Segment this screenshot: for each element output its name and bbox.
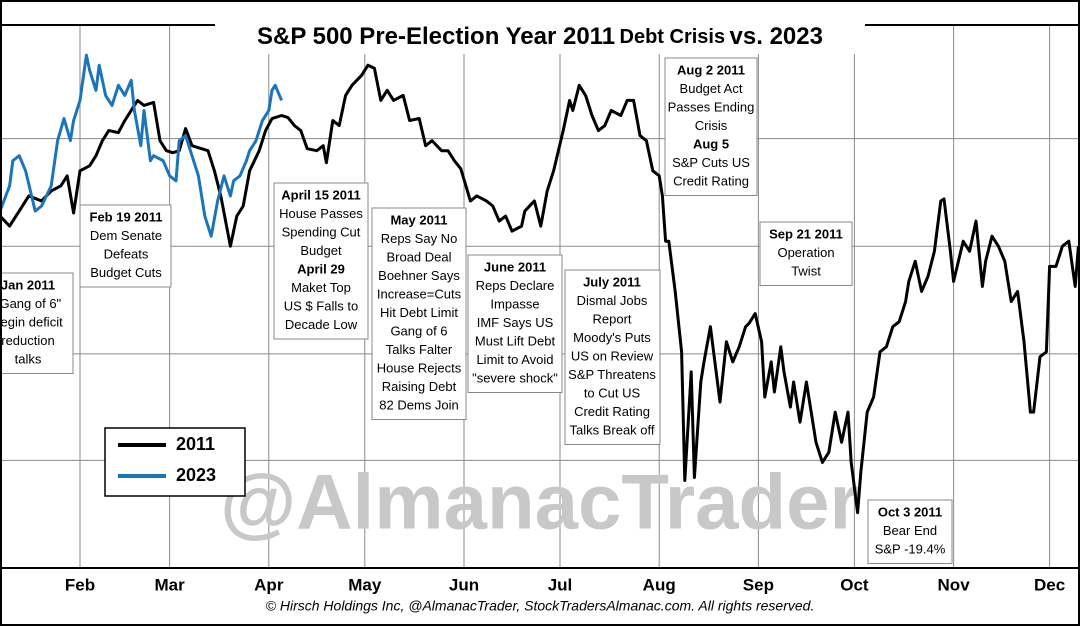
annotation-box bbox=[79, 204, 172, 288]
annotation-text: S&P -19.4% bbox=[875, 541, 946, 556]
annotation-text: Oct 3 2011 bbox=[878, 504, 942, 519]
annotation-text: May 2011 bbox=[390, 212, 447, 227]
annotation-text: Credit Rating bbox=[673, 173, 749, 188]
annotation-box bbox=[0, 272, 74, 374]
annotation-text: Dem Senate bbox=[90, 228, 162, 243]
annotation-text: Crisis bbox=[695, 118, 728, 133]
annotation-text: Limit to Avoid bbox=[476, 352, 553, 367]
title-part: vs. 2023 bbox=[730, 23, 823, 50]
annotation-text: talks bbox=[15, 351, 42, 366]
annotation-text: "severe shock" bbox=[472, 370, 558, 385]
annotation-text: Talks Falter bbox=[386, 342, 453, 357]
x-tick-label: Mar bbox=[154, 575, 185, 594]
annotation-text: Maket Top bbox=[291, 280, 351, 295]
legend-box bbox=[104, 427, 246, 497]
annotation-text: Impasse bbox=[490, 296, 539, 311]
annotation-text: Operation bbox=[777, 245, 834, 260]
annotation-text: April 29 bbox=[297, 261, 345, 276]
annotation-text: S&P Cuts US bbox=[672, 155, 750, 170]
x-tick-label: Aug bbox=[643, 575, 676, 594]
annotation-text: July 2011 bbox=[583, 274, 641, 289]
annotation-text: June 2011 bbox=[484, 259, 546, 274]
annotation-text: to Cut US bbox=[584, 385, 641, 400]
annotation-text: Twist bbox=[791, 263, 821, 278]
x-tick-label: Sep bbox=[743, 575, 774, 594]
x-tick-label: Dec bbox=[1034, 575, 1065, 594]
x-tick-label: May bbox=[348, 575, 382, 594]
annotation-text: Increase=Cuts bbox=[377, 286, 462, 301]
footer: © Hirsch Holdings Inc, @AlmanacTrader, S… bbox=[266, 598, 815, 614]
annotation-text: Defeats bbox=[104, 246, 149, 261]
annotation-text: Aug 5 bbox=[693, 136, 729, 151]
annotation-text: Passes Ending bbox=[668, 99, 755, 114]
annotation-text: Boehner Says bbox=[378, 268, 460, 283]
annotation-text: US $ Falls to bbox=[284, 298, 358, 313]
x-tick-label: Jul bbox=[548, 575, 573, 594]
x-tick-label: Oct bbox=[840, 575, 869, 594]
annotation-text: Dismal Jobs bbox=[577, 293, 648, 308]
annotation-box bbox=[664, 57, 758, 196]
annotation-text: Broad Deal bbox=[386, 249, 451, 264]
annotation-text: Raising Debt bbox=[382, 379, 457, 394]
annotation-text: Decade Low bbox=[285, 317, 358, 332]
annotation-box bbox=[867, 499, 953, 564]
annotation-box bbox=[759, 221, 853, 286]
annotation-text: House Passes bbox=[279, 206, 363, 221]
annotation-text: 82 Dems Join bbox=[379, 397, 458, 412]
annotation-text: Budget Act bbox=[680, 81, 743, 96]
x-tick-label: Jun bbox=[449, 575, 479, 594]
annotation-text: Bear End bbox=[883, 523, 937, 538]
annotation-box bbox=[273, 182, 369, 340]
annotation-text: Feb 19 2011 bbox=[90, 209, 163, 224]
legend: 2011 2023 bbox=[104, 427, 246, 497]
annotation-text: Must Lift Debt bbox=[475, 333, 556, 348]
annotation-text: reduction bbox=[1, 333, 54, 348]
annotation-text: US on Review bbox=[571, 348, 654, 363]
annotations: Jan 2011 "Gang of 6" begin deficit reductio… bbox=[0, 57, 953, 564]
annotation-text: S&P Threatens bbox=[568, 367, 656, 382]
annotation-text: IMF Says US bbox=[477, 315, 554, 330]
annotation-text: Budget Cuts bbox=[90, 265, 162, 280]
title-part: S&P 500 Pre-Election Year 2011 bbox=[257, 23, 615, 50]
annotation-text: April 15 2011 bbox=[281, 187, 361, 202]
annotation-text: Budget bbox=[300, 243, 342, 258]
line-series bbox=[0, 63, 1080, 515]
annotation-box bbox=[564, 269, 661, 445]
chart-title: S&P 500 Pre-Election Year 2011 Debt Cris… bbox=[257, 23, 823, 50]
annotation-text: Talks Break off bbox=[569, 422, 654, 437]
annotation-text: begin deficit bbox=[0, 314, 63, 329]
annotation-text: House Rejects bbox=[377, 360, 462, 375]
legend-label: 2023 bbox=[176, 465, 216, 485]
legend-label: 2011 bbox=[176, 434, 215, 454]
line-series bbox=[0, 53, 283, 238]
x-tick-label: Apr bbox=[254, 575, 284, 594]
plot bbox=[0, 53, 1080, 515]
annotation-text: Spending Cut bbox=[282, 224, 361, 239]
annotation-text: Jan 2011 bbox=[1, 277, 55, 292]
title-background bbox=[215, 22, 865, 54]
annotation-text: Report bbox=[592, 311, 631, 326]
annotation-text: "Gang of 6" bbox=[0, 296, 62, 311]
annotation-box bbox=[467, 254, 563, 393]
watermark: @AlmanacTrader bbox=[220, 458, 860, 546]
annotation-text: Sep 21 2011 bbox=[769, 226, 843, 241]
annotation-text: Moody's Puts bbox=[573, 330, 651, 345]
annotation-box bbox=[371, 207, 467, 420]
x-tick-label: Nov bbox=[938, 575, 971, 594]
title-part: Debt Crisis bbox=[620, 26, 726, 48]
annotation-text: Reps Say No bbox=[381, 231, 458, 246]
annotation-text: Gang of 6 bbox=[390, 323, 447, 338]
x-tick-label: Feb bbox=[65, 575, 95, 594]
annotation-text: Hit Debt Limit bbox=[380, 305, 458, 320]
annotation-text: Reps Declare bbox=[476, 278, 555, 293]
annotation-text: Credit Rating bbox=[574, 404, 650, 419]
annotation-text: Aug 2 2011 bbox=[677, 62, 745, 77]
